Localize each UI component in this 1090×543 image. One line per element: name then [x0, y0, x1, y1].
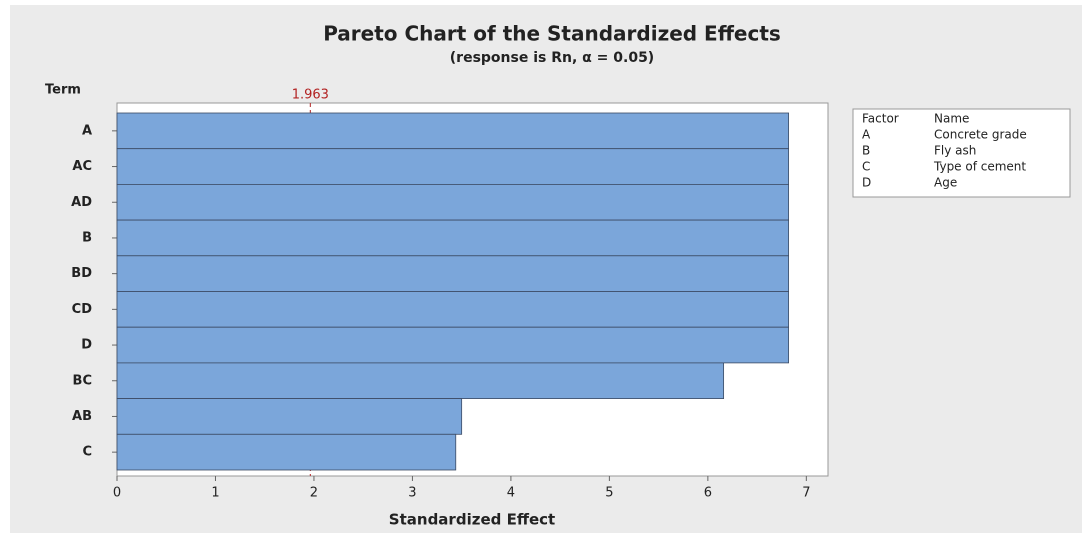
- y-tick-label: BC: [73, 373, 92, 388]
- reference-label: 1.963: [292, 88, 329, 103]
- x-tick-label: 5: [605, 486, 613, 501]
- y-tick-label: CD: [72, 302, 93, 317]
- legend-cell: Concrete grade: [934, 128, 1027, 142]
- legend-cell: Age: [934, 176, 957, 190]
- bar: [116, 398, 463, 435]
- bar: [116, 433, 457, 471]
- x-tick-label: 0: [113, 486, 121, 501]
- legend-cell: B: [862, 144, 870, 158]
- y-tick-label: AC: [72, 159, 92, 174]
- x-tick-label: 7: [802, 486, 810, 501]
- bar: [116, 112, 790, 150]
- y-tick-label: D: [81, 338, 92, 353]
- y-tick-label: AB: [72, 409, 92, 424]
- legend-box: [852, 108, 1071, 198]
- y-tick-label: A: [82, 123, 92, 138]
- x-tick-label: 3: [408, 486, 416, 501]
- bar: [116, 183, 790, 221]
- legend-cell: A: [862, 128, 871, 142]
- x-axis-title: Standardized Effect: [389, 511, 555, 529]
- legend-cell: D: [862, 176, 871, 190]
- x-tick-label: 1: [211, 486, 219, 501]
- x-tick-label: 4: [507, 486, 515, 501]
- x-tick-label: 6: [704, 486, 712, 501]
- legend-header: Name: [934, 112, 969, 126]
- chart-subtitle: (response is Rn, α = 0.05): [450, 50, 654, 66]
- y-axis-title: Term: [45, 83, 81, 98]
- y-tick-label: C: [82, 445, 92, 460]
- x-tick-label: 2: [310, 486, 318, 501]
- y-tick-label: BD: [71, 266, 92, 281]
- y-tick-label: AD: [71, 195, 92, 210]
- legend-cell: Type of cement: [933, 160, 1026, 174]
- bar: [116, 291, 790, 328]
- legend-cell: Fly ash: [934, 144, 976, 158]
- legend-header: Factor: [862, 112, 899, 126]
- bar: [116, 362, 725, 399]
- bar: [116, 255, 790, 292]
- bar: [116, 326, 790, 364]
- bar: [116, 148, 790, 185]
- chart-title: Pareto Chart of the Standardized Effects: [323, 22, 781, 46]
- y-tick-label: B: [82, 230, 92, 245]
- bar: [116, 219, 790, 257]
- legend-cell: C: [862, 160, 870, 174]
